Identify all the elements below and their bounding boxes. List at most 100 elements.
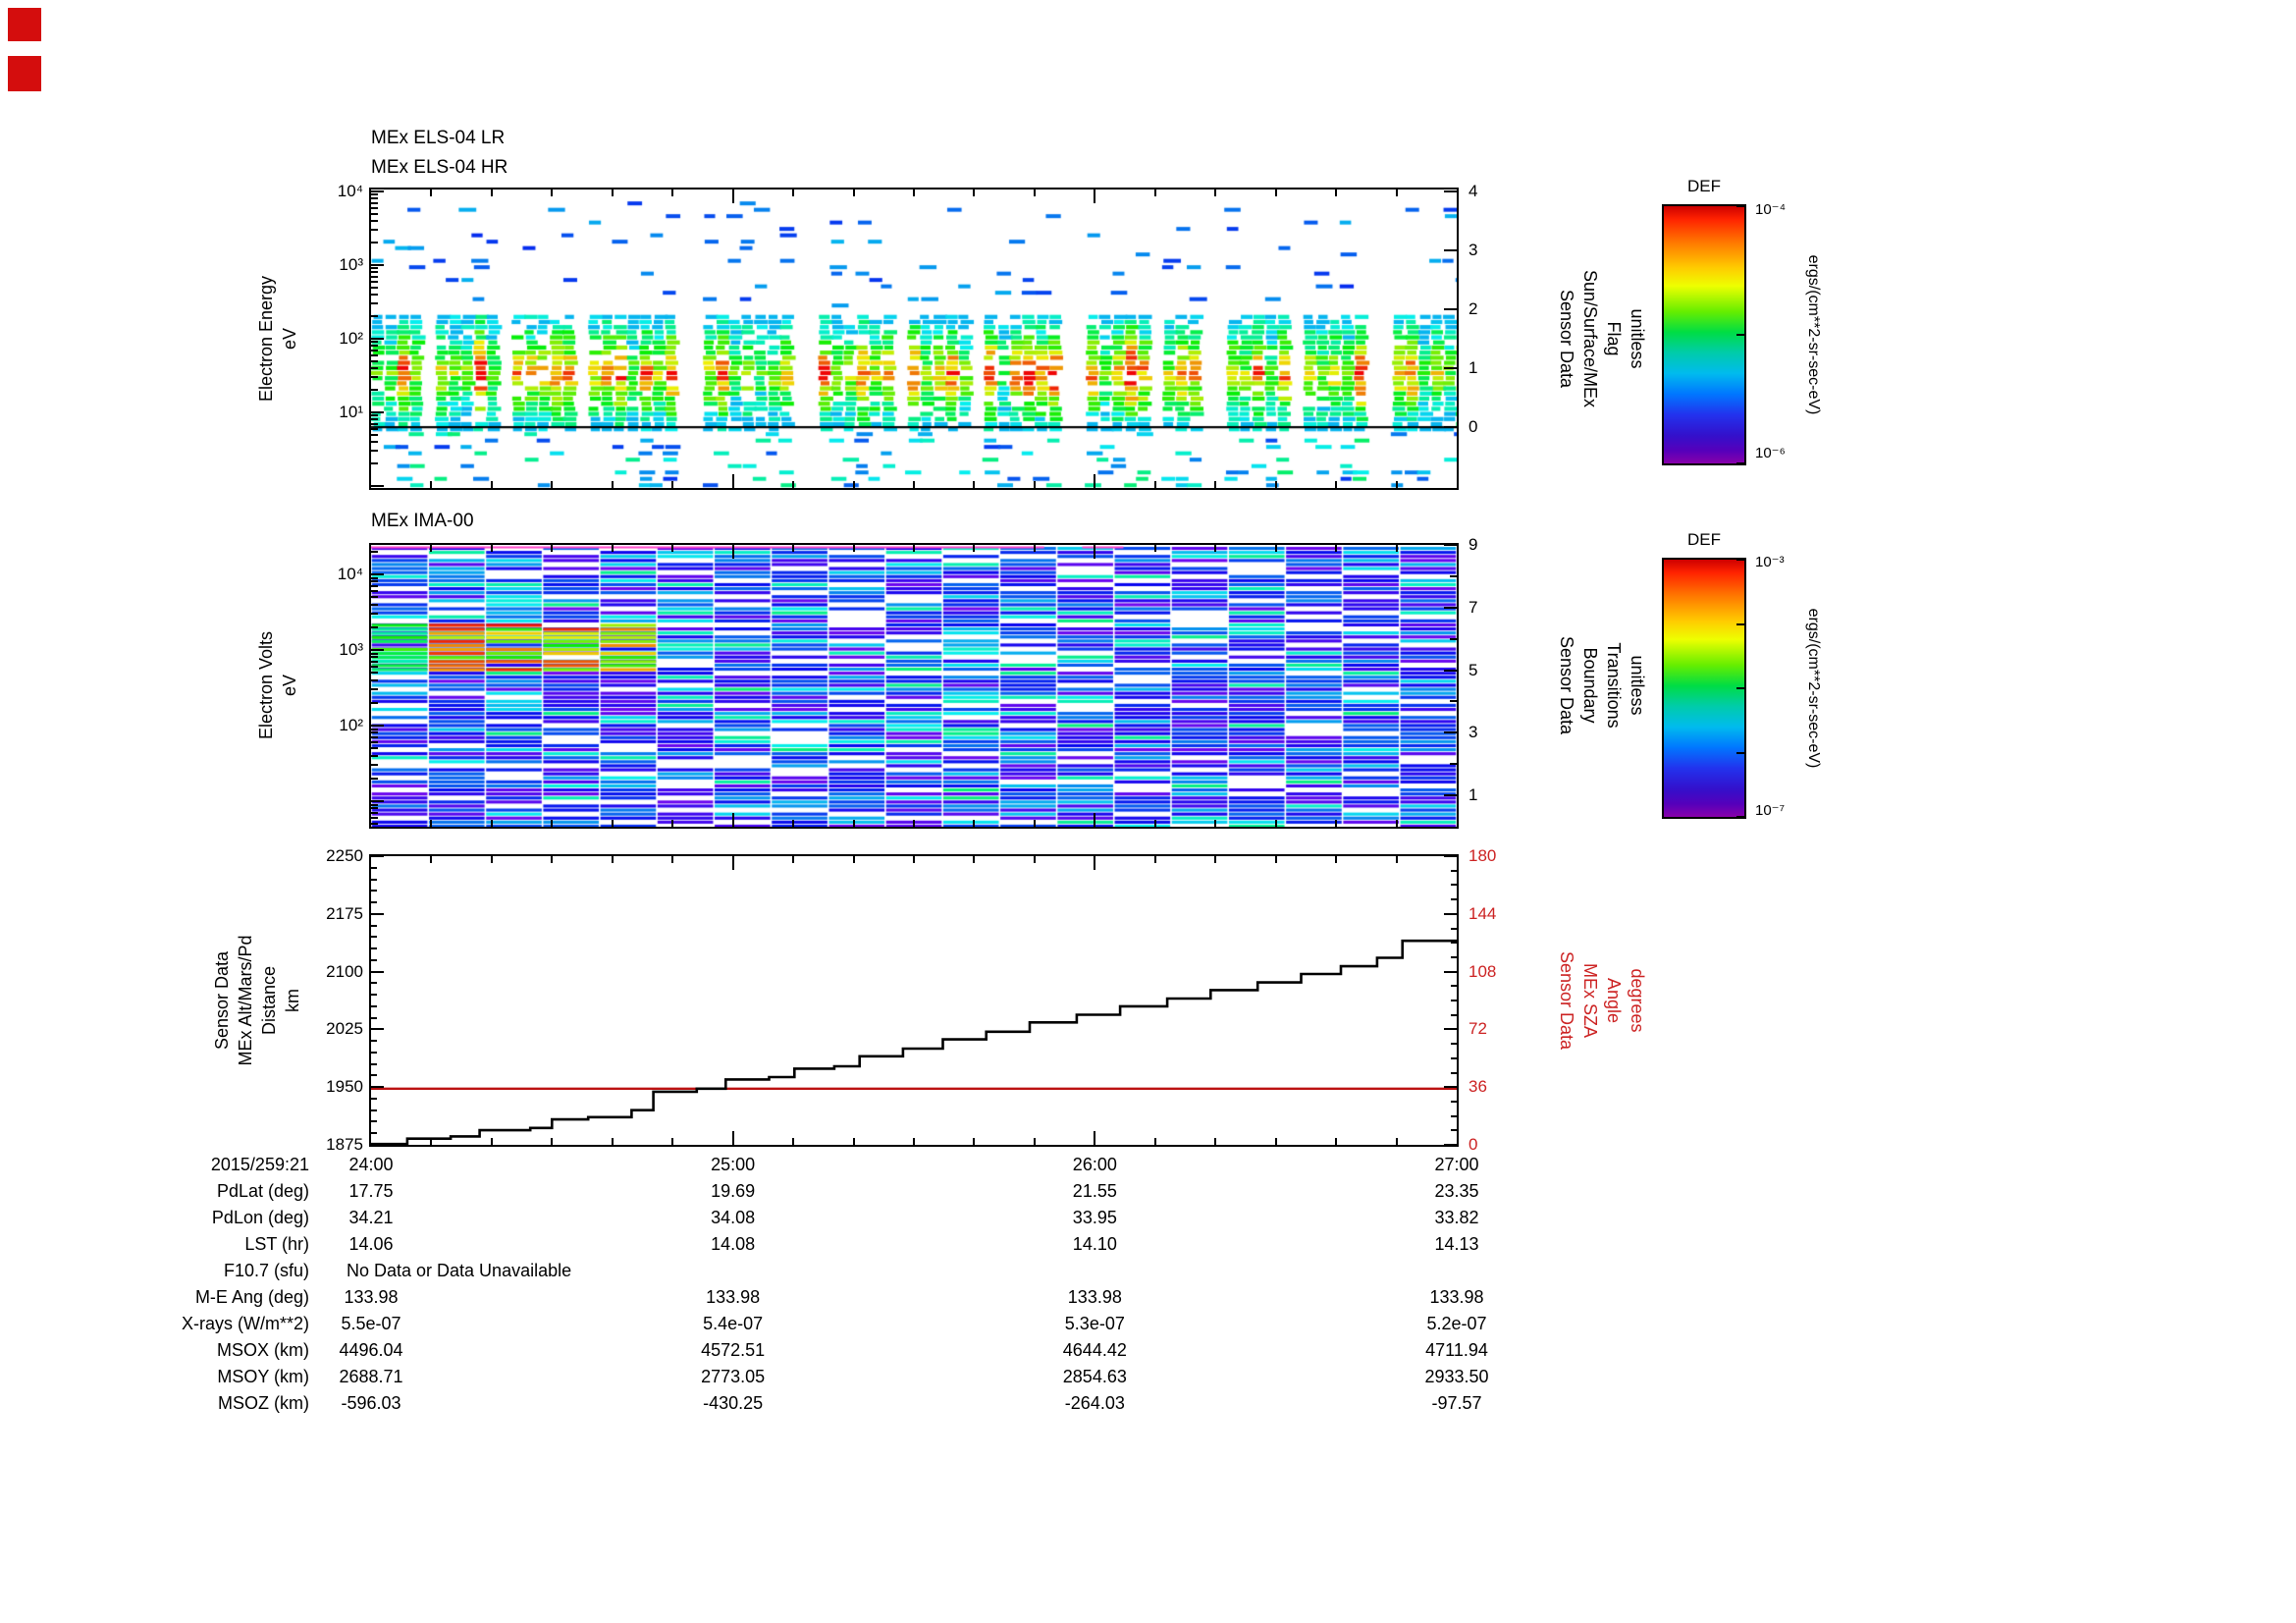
tick-mark bbox=[430, 189, 433, 196]
tick-mark bbox=[371, 359, 378, 362]
tick-mark bbox=[792, 820, 795, 827]
tick-mark bbox=[731, 189, 734, 203]
colorbar1-min-label: 10⁻⁶ bbox=[1755, 445, 1786, 461]
tick-mark bbox=[1274, 1138, 1277, 1145]
table-time-label: 2015/259:21 bbox=[210, 1155, 309, 1174]
tick-mark bbox=[1395, 820, 1398, 827]
tick-mark bbox=[671, 545, 674, 552]
tick-mark bbox=[430, 481, 433, 488]
tick-mark bbox=[852, 545, 855, 552]
tick-mark bbox=[1736, 334, 1744, 336]
tick-mark bbox=[371, 271, 378, 274]
tick-mark bbox=[371, 229, 378, 232]
tick-mark bbox=[1153, 1138, 1156, 1145]
tick-mark bbox=[1451, 1071, 1457, 1074]
els-ylabel: Electron Energy eV bbox=[254, 276, 301, 402]
colorbar2-title: DEF bbox=[1687, 530, 1721, 549]
ima-title: MEx IMA-00 bbox=[371, 511, 474, 531]
tick-mark bbox=[1444, 794, 1457, 797]
els-title-hr: MEx ELS-04 HR bbox=[371, 157, 508, 178]
label-line: unitless bbox=[1628, 655, 1647, 716]
tick-mark bbox=[371, 672, 378, 675]
tick-mark bbox=[371, 584, 378, 587]
tick-mark bbox=[371, 803, 378, 806]
tick-mark bbox=[792, 856, 795, 863]
tick-mark bbox=[371, 427, 378, 430]
tick-mark bbox=[1094, 856, 1096, 870]
label-line: MEx SZA bbox=[1580, 962, 1600, 1038]
tick-mark bbox=[1153, 545, 1156, 552]
table-cell: 2688.71 bbox=[339, 1367, 403, 1386]
table-cell: 14.10 bbox=[1072, 1234, 1117, 1254]
tick-mark bbox=[371, 613, 378, 616]
table-row-label: X-rays (W/m**2) bbox=[182, 1314, 309, 1333]
ima-right-label: Sensor Data Boundary Transitions unitless bbox=[1555, 636, 1649, 734]
ima-ytick-label: 10² bbox=[339, 716, 363, 734]
tick-mark bbox=[1444, 731, 1457, 734]
tick-mark bbox=[371, 576, 378, 579]
alt-ytick-label: 2175 bbox=[326, 903, 363, 923]
tick-mark bbox=[1444, 970, 1457, 973]
tick-mark bbox=[1214, 1138, 1217, 1145]
ima-ytick-label: 10⁴ bbox=[337, 565, 363, 583]
table-cell: 34.08 bbox=[711, 1208, 756, 1227]
tick-mark bbox=[371, 197, 378, 200]
tick-mark bbox=[973, 189, 976, 196]
tick-mark bbox=[371, 315, 378, 318]
tick-mark bbox=[371, 958, 377, 961]
tick-mark bbox=[371, 1040, 377, 1043]
tick-mark bbox=[1444, 426, 1457, 428]
red-marker-icon bbox=[8, 8, 41, 41]
sza-right-tick-label: 108 bbox=[1468, 961, 1497, 981]
label-line: unitless bbox=[1628, 308, 1647, 369]
colorbar1-max-label: 10⁻⁴ bbox=[1755, 201, 1787, 218]
alt-ytick-label: 2250 bbox=[326, 846, 363, 865]
tick-mark bbox=[371, 190, 384, 192]
tick-mark bbox=[611, 820, 614, 827]
tick-mark bbox=[1451, 1114, 1457, 1117]
ima-right-tick-label: 1 bbox=[1468, 785, 1478, 805]
label-line: Sensor Data bbox=[1557, 289, 1576, 389]
tick-mark bbox=[371, 725, 384, 727]
ima-right-tick-label: 3 bbox=[1468, 723, 1478, 742]
label-line: km bbox=[283, 989, 302, 1012]
tick-mark bbox=[371, 414, 378, 417]
table-cell: 4496.04 bbox=[339, 1340, 403, 1360]
table-cell: 4572.51 bbox=[701, 1340, 766, 1360]
tick-mark bbox=[371, 264, 384, 266]
tick-mark bbox=[371, 353, 378, 356]
tick-mark bbox=[852, 189, 855, 196]
tick-mark bbox=[1214, 856, 1217, 863]
tick-mark bbox=[913, 189, 915, 196]
tick-mark bbox=[371, 286, 378, 289]
tick-mark bbox=[371, 433, 378, 436]
tick-mark bbox=[1451, 1100, 1457, 1103]
label-line: Angle bbox=[1604, 977, 1624, 1024]
tick-mark bbox=[371, 747, 378, 750]
tick-mark bbox=[1214, 820, 1217, 827]
label-line: MEx Alt/Mars/Pd bbox=[236, 935, 255, 1066]
tick-mark bbox=[792, 545, 795, 552]
ima-spectrogram-canvas bbox=[371, 545, 1457, 827]
x-tick-label: 27:00 bbox=[1434, 1155, 1479, 1174]
alt-ytick-label: 1950 bbox=[326, 1077, 363, 1097]
table-row-label: F10.7 (sfu) bbox=[223, 1261, 309, 1280]
tick-mark bbox=[371, 1051, 377, 1054]
tick-mark bbox=[1094, 1131, 1096, 1145]
tick-mark bbox=[490, 856, 493, 863]
table-cell: 2773.05 bbox=[701, 1367, 766, 1386]
tick-mark bbox=[1444, 855, 1457, 857]
tick-mark bbox=[371, 947, 377, 950]
tick-mark bbox=[551, 545, 554, 552]
tick-mark bbox=[371, 1074, 377, 1077]
tick-mark bbox=[371, 728, 378, 730]
label-line: Sun/Surface/MEx bbox=[1580, 269, 1600, 408]
tick-mark bbox=[792, 1138, 795, 1145]
tick-mark bbox=[371, 389, 378, 392]
tick-mark bbox=[1033, 856, 1036, 863]
tick-mark bbox=[371, 656, 378, 659]
ima-ylabel: Electron Volts eV bbox=[254, 631, 301, 739]
table-cell: 133.98 bbox=[706, 1287, 761, 1307]
label-line: Flag bbox=[1604, 321, 1624, 356]
tick-mark bbox=[1094, 813, 1096, 827]
